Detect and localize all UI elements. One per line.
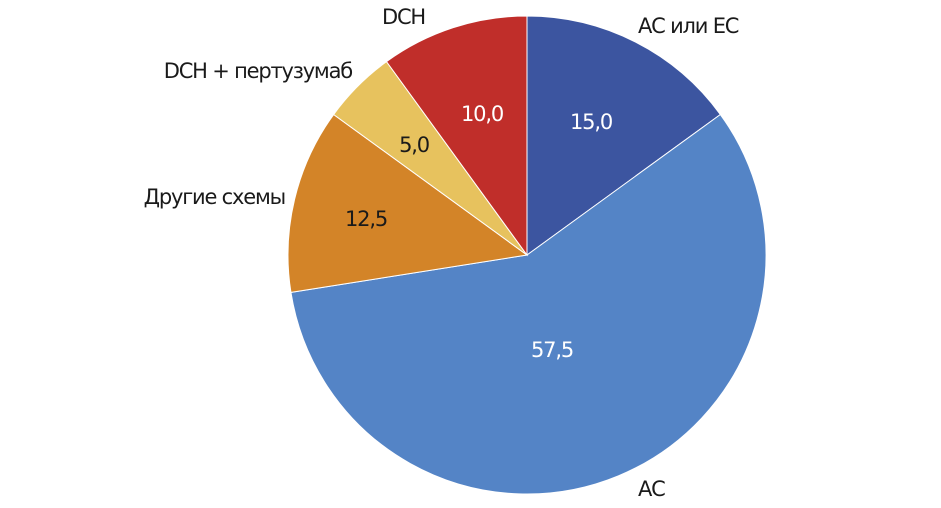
value-labels: 15,0 57,5 12,5 5,0 10,0 bbox=[345, 102, 613, 362]
value-label-dch: 10,0 bbox=[461, 102, 503, 126]
pie-slice-dch bbox=[385, 15, 528, 257]
pie-slices bbox=[287, 15, 767, 495]
category-labels: АС или ЕС АС Другие схемы DCH + пертузумаб D… bbox=[144, 5, 740, 501]
value-label-other-regimens: 12,5 bbox=[345, 207, 387, 231]
pie-slice-other-regimens bbox=[287, 113, 529, 293]
value-label-ac-or-ec: 15,0 bbox=[570, 110, 612, 134]
category-label-dch-pertuzumab: DCH + пертузумаб bbox=[164, 59, 353, 83]
category-label-ac-or-ec: АС или ЕС bbox=[638, 14, 739, 38]
category-label-dch: DCH bbox=[382, 5, 425, 29]
value-label-dch-pertuzumab: 5,0 bbox=[399, 133, 429, 157]
pie-slice-ac-or-ec bbox=[526, 15, 722, 256]
value-label-ac: 57,5 bbox=[531, 338, 573, 362]
category-label-other-regimens: Другие схемы bbox=[144, 185, 285, 209]
category-label-ac: АС bbox=[638, 477, 665, 501]
pie-slice-ac bbox=[290, 113, 767, 495]
